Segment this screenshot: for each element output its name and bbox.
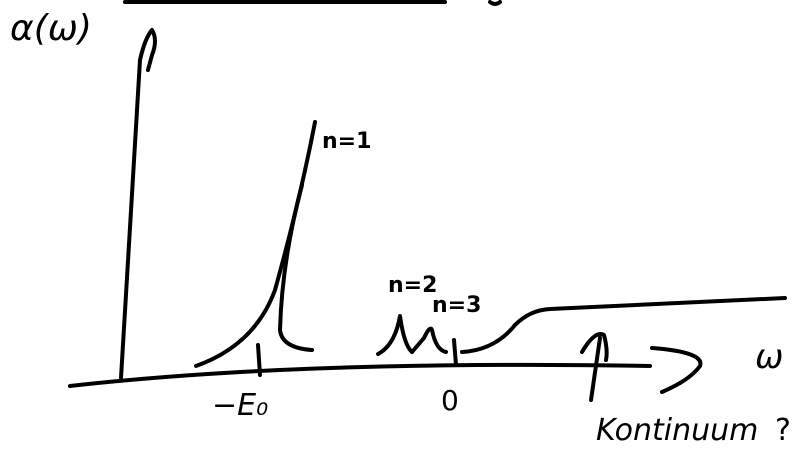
top-stroke (490, 2, 500, 4)
x-axis-arrow (652, 348, 700, 392)
peak-label: n=2 (388, 273, 437, 298)
x-axis (70, 365, 650, 386)
peak-n1-right (280, 185, 312, 350)
peak-n1-left (196, 122, 315, 366)
peak-label: n=3 (432, 293, 481, 318)
tick-label: −E₀ (212, 388, 268, 423)
continuum-label: Kontinuum (596, 413, 758, 448)
sketch: α(ω) ω n=1 n=2 n=3 −E₀ 0 Kontinuum ? (0, 0, 803, 449)
continuum-edge (462, 298, 785, 352)
tick-label: 0 (441, 384, 459, 417)
y-axis-label: α(ω) (10, 8, 92, 49)
x-axis-label: ω (755, 337, 783, 377)
y-axis (121, 30, 155, 378)
tick-zero (454, 340, 456, 365)
question-mark: ? (775, 413, 791, 448)
peak-label: n=1 (322, 129, 371, 154)
peaks-n2-n3 (378, 316, 446, 354)
tick-minus-e0 (258, 345, 260, 375)
